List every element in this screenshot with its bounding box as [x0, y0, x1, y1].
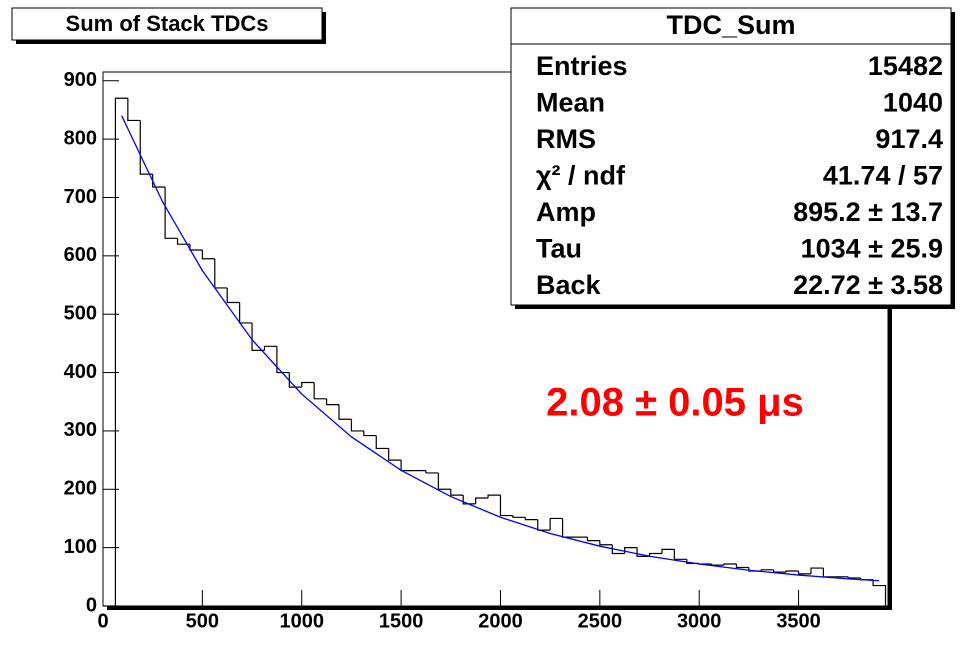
histogram-bin: [164, 186, 178, 239]
histogram-bin: [375, 435, 389, 450]
histogram-bin: [363, 430, 377, 437]
stats-value: 15482: [868, 51, 943, 81]
histogram-bin: [313, 382, 327, 400]
histogram-bin: [723, 563, 737, 566]
histogram-bin: [201, 250, 215, 260]
histogram-bin: [176, 238, 190, 245]
y-tick-label: 400: [64, 361, 97, 383]
x-tick-label: 3500: [776, 610, 821, 632]
histogram-bin: [636, 547, 650, 557]
stats-value: 1034 ± 25.9: [801, 234, 943, 264]
histogram-bin: [475, 497, 489, 504]
x-tick-label: 2500: [578, 610, 623, 632]
histogram-bin: [276, 346, 290, 374]
histogram-bin: [785, 570, 799, 573]
histogram-bin: [388, 448, 402, 461]
histogram-bin: [251, 322, 265, 351]
y-tick-label: 700: [64, 186, 97, 208]
x-tick-label: 1000: [279, 610, 324, 632]
stats-label: Entries: [536, 51, 628, 81]
stats-label: Mean: [536, 88, 605, 118]
histogram-bin: [760, 569, 774, 571]
histogram-bin: [263, 345, 277, 351]
histogram-bin: [301, 381, 315, 388]
histogram-bin: [350, 419, 364, 432]
y-tick-label: 0: [86, 594, 97, 616]
histogram-bin: [810, 567, 824, 574]
histogram-bin: [847, 576, 861, 579]
histogram-bin: [599, 540, 613, 546]
histogram-bin: [524, 517, 538, 521]
stats-value: 917.4: [875, 124, 943, 154]
histogram-bin: [611, 544, 625, 555]
x-tick-label: 1500: [379, 610, 424, 632]
y-tick-label: 300: [64, 419, 97, 441]
histogram-bin: [512, 515, 526, 518]
histogram-bin: [872, 579, 887, 606]
stats-label: Amp: [536, 197, 596, 227]
x-tick-label: 3000: [677, 610, 722, 632]
annotation: 2.08 ± 0.05 μs: [546, 381, 804, 425]
stats-label: Back: [536, 270, 602, 300]
x-tick-label: 2000: [478, 610, 523, 632]
histogram-bin: [425, 470, 439, 474]
stats-title: TDC_Sum: [666, 10, 795, 40]
histogram-bin: [288, 372, 302, 388]
histogram-bin: [152, 174, 166, 188]
y-tick-label: 500: [64, 302, 97, 324]
y-tick-label: 100: [64, 536, 97, 558]
histogram-bin: [127, 98, 141, 122]
y-tick-label: 200: [64, 478, 97, 500]
histogram-bin: [499, 495, 513, 517]
histogram-bin: [673, 549, 687, 560]
stats-value: 895.2 ± 13.7: [793, 197, 943, 227]
histogram-bin: [648, 552, 662, 557]
y-tick-label: 800: [64, 127, 97, 149]
stats-label: χ² / ndf: [536, 161, 626, 191]
chart-title: Sum of Stack TDCs: [66, 11, 269, 36]
histogram-bin: [549, 517, 563, 531]
x-tick-label: 500: [186, 610, 219, 632]
histogram-bin: [226, 287, 240, 304]
y-tick-label: 600: [64, 244, 97, 266]
stats-value: 22.72 ± 3.58: [793, 270, 943, 300]
histogram-bin: [139, 120, 153, 175]
stats-label: RMS: [536, 124, 596, 154]
histogram-bin: [325, 398, 339, 406]
stats-value: 1040: [883, 88, 943, 118]
stats-label: Tau: [536, 234, 582, 264]
plot: [102, 80, 887, 607]
stats-box: TDC_Sum Entries 15482 Mean 1040 RMS 917.4 χ² /…: [510, 7, 955, 309]
histogram-bin: [537, 519, 551, 531]
histogram-bin: [661, 548, 675, 554]
stats-value: 41.74 / 57: [823, 161, 943, 191]
histogram-bin: [450, 489, 464, 496]
title-box: [11, 7, 323, 41]
histogram-bin: [487, 494, 501, 499]
y-tick-label: 900: [64, 69, 97, 91]
histogram-bin: [462, 495, 476, 505]
histogram-bin: [338, 404, 352, 420]
stats-panel: [510, 7, 952, 306]
histogram-bin: [114, 97, 128, 606]
histogram-bin: [586, 537, 600, 542]
histogram-bin: [735, 563, 749, 569]
x-tick-label: 0: [97, 610, 108, 632]
fit-curve: [121, 115, 880, 582]
histogram-bin: [797, 570, 811, 575]
